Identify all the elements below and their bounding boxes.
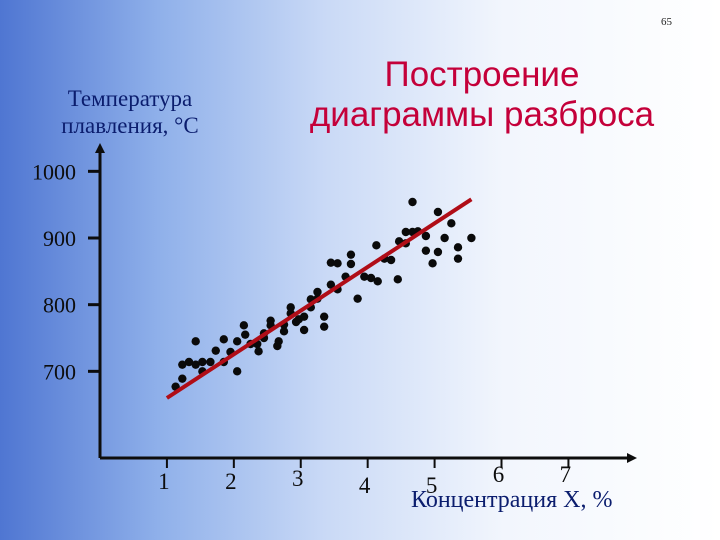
chart-title: Построение диаграммы разброса bbox=[262, 55, 702, 135]
y-axis-label-line-2: плавления, °C bbox=[61, 113, 199, 138]
scatter-point bbox=[373, 277, 382, 286]
y-tick-label: 800 bbox=[43, 293, 76, 318]
scatter-point bbox=[447, 219, 456, 228]
chart-title-line-2: диаграммы разброса bbox=[309, 95, 655, 134]
x-tick-label: 3 bbox=[292, 466, 304, 491]
x-tick-label: 2 bbox=[225, 469, 237, 494]
scatter-point bbox=[279, 327, 289, 336]
scatter-point bbox=[433, 207, 443, 217]
x-tick-label: 5 bbox=[426, 473, 438, 498]
y-tick-label: 1000 bbox=[32, 159, 76, 184]
x-tick-label: 1 bbox=[158, 469, 170, 494]
x-tick-label: 4 bbox=[359, 473, 371, 498]
scatter-point bbox=[313, 287, 322, 297]
x-ticks: 1 2 3 4 5 6 7 bbox=[158, 458, 571, 498]
scatter-point bbox=[219, 335, 228, 344]
page-number: 65 bbox=[661, 16, 672, 28]
scatter-point bbox=[232, 367, 242, 376]
scatter-point bbox=[346, 250, 356, 259]
scatter-point bbox=[428, 259, 437, 268]
scatter-point bbox=[366, 273, 376, 283]
y-ticks: 1000 900 800 700 bbox=[32, 159, 100, 384]
scatter-point bbox=[401, 227, 411, 237]
scatter-point bbox=[453, 254, 463, 263]
scatter-point bbox=[299, 325, 309, 335]
scatter-point bbox=[346, 259, 356, 269]
scatter-point bbox=[353, 294, 362, 303]
y-axis-label-line-1: Температура bbox=[67, 86, 193, 111]
scatter-point bbox=[433, 247, 443, 257]
scatter-point bbox=[319, 312, 329, 321]
scatter-point bbox=[198, 357, 207, 367]
scatter-point bbox=[333, 259, 342, 268]
scatter-point bbox=[319, 322, 329, 331]
scatter-point bbox=[239, 321, 249, 330]
scatter-point bbox=[326, 258, 336, 267]
scatter-point bbox=[408, 197, 417, 207]
scatter-point bbox=[211, 346, 220, 355]
scatter-point bbox=[453, 243, 463, 252]
x-axis-label: Концентрация X, % bbox=[411, 487, 613, 513]
chart-title-line-1: Построение bbox=[384, 55, 580, 94]
x-tick-label: 7 bbox=[560, 462, 572, 487]
scatter-point bbox=[254, 347, 263, 356]
scatter-point bbox=[440, 233, 449, 243]
scatter-point bbox=[372, 241, 381, 250]
trend-line bbox=[165, 197, 473, 400]
scatter-point bbox=[386, 255, 396, 265]
scatter-point bbox=[241, 330, 250, 339]
scatter-point bbox=[232, 337, 242, 346]
scatter-point bbox=[393, 275, 402, 284]
scatter-point bbox=[467, 233, 476, 243]
y-tick-label: 700 bbox=[43, 359, 76, 384]
scatter-point bbox=[191, 337, 200, 346]
scatter-point bbox=[299, 312, 309, 321]
scatter-point bbox=[184, 357, 194, 367]
y-tick-label: 900 bbox=[43, 226, 76, 251]
scatter-point bbox=[274, 337, 283, 346]
scatter-point bbox=[178, 374, 187, 383]
scatter-point bbox=[326, 280, 336, 289]
x-tick-label: 6 bbox=[493, 462, 505, 487]
scatter-point bbox=[360, 272, 369, 281]
scatter-point bbox=[191, 360, 200, 369]
y-axis-label: Температура плавления, °C bbox=[30, 85, 230, 139]
scatter-point bbox=[421, 246, 431, 255]
scatter-point bbox=[206, 357, 215, 367]
scatter-point bbox=[421, 231, 431, 241]
scatter-point bbox=[178, 360, 187, 369]
scatter-point bbox=[286, 303, 295, 312]
